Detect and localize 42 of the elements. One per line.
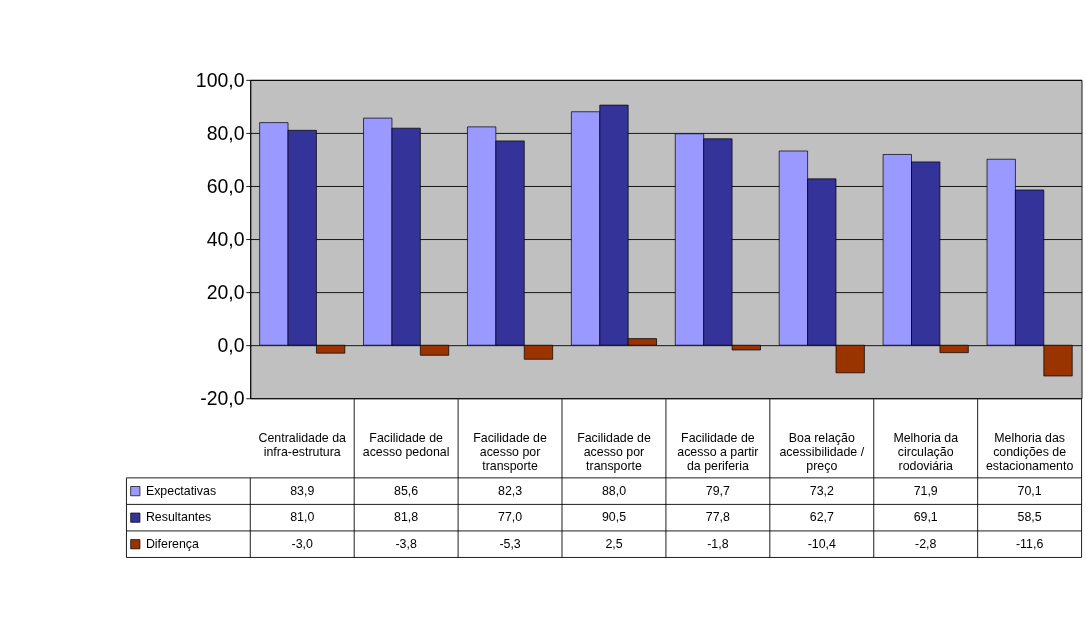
x-tick-label: Facilidade de acesso pedonal — [362, 430, 450, 459]
data-label: 79,7 — [705, 483, 731, 498]
data-label: 77,8 — [705, 510, 731, 525]
y-tick-label: -20,0 — [200, 386, 245, 409]
data-label: 82,3 — [498, 483, 523, 498]
x-tick-label: Facilidade de acesso a partir da periferia — [677, 430, 759, 473]
y-tick-label: 0,0 — [217, 333, 245, 356]
data-label: 2,5 — [605, 536, 623, 551]
data-label: 83,9 — [290, 483, 315, 498]
x-tick-label: Melhoria da circulação rodoviária — [893, 430, 959, 473]
data-label: 71,9 — [913, 483, 938, 498]
y-tick-label: 20,0 — [206, 280, 245, 303]
data-label: 77,0 — [498, 510, 523, 525]
data-label: 58,5 — [1017, 510, 1042, 525]
y-tick-label: 60,0 — [206, 174, 245, 197]
legend-label: Diferença — [145, 536, 199, 551]
x-tick-label: Facilidade de acesso por transporte — [577, 430, 651, 473]
data-label: 69,1 — [913, 510, 938, 525]
y-tick-label: 40,0 — [206, 227, 245, 250]
x-tick-label: Boa relação acessibilidade / preço — [779, 430, 865, 473]
y-tick-label: 80,0 — [206, 121, 245, 144]
data-label: 81,0 — [290, 510, 315, 525]
data-label: -3,0 — [291, 536, 314, 551]
legend-label: Resultantes — [145, 510, 212, 525]
data-label: -2,8 — [915, 536, 937, 551]
data-label: -3,8 — [395, 536, 417, 551]
data-label: 73,2 — [809, 483, 834, 498]
data-label: 85,6 — [394, 483, 419, 498]
legend-label: Expectativas — [145, 483, 217, 498]
x-tick-label: Centralidade da infra-estrutura — [258, 430, 347, 459]
data-label: 90,5 — [601, 510, 627, 525]
data-label: 88,0 — [601, 483, 627, 498]
x-tick-label: Melhoria das condições de estacionamento — [985, 430, 1074, 473]
data-label: 62,7 — [809, 510, 834, 525]
data-label: 70,1 — [1017, 483, 1042, 498]
data-label: -5,3 — [499, 536, 521, 551]
data-label: 81,8 — [394, 510, 419, 525]
data-label: -11,6 — [1015, 536, 1044, 551]
x-tick-label: Facilidade de acesso por transporte — [473, 430, 547, 473]
data-label: -10,4 — [807, 536, 837, 551]
y-tick-label: 100,0 — [195, 68, 245, 91]
data-label: -1,8 — [707, 536, 729, 551]
